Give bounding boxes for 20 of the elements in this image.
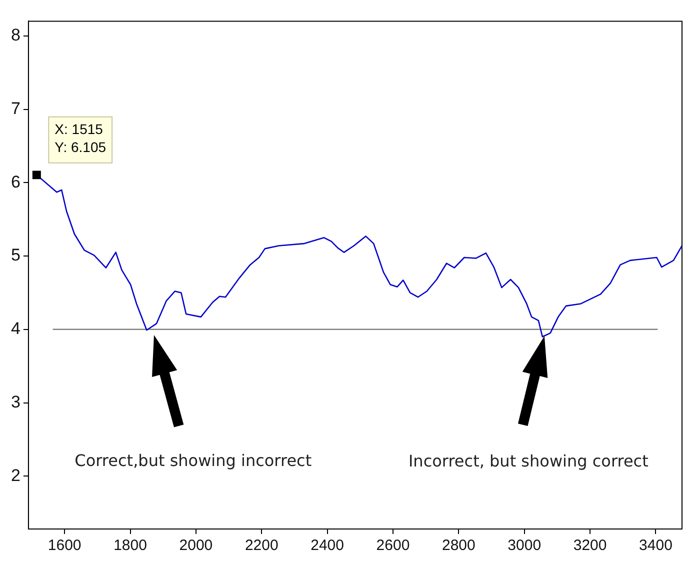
y-tick-label: 6 bbox=[10, 172, 20, 192]
annotation: X: 1515 Y: 6.105 bbox=[54, 120, 106, 155]
x-tick-label: 3400 bbox=[639, 537, 672, 554]
x-tick-label: 2200 bbox=[244, 537, 278, 554]
x-tick-label: 1800 bbox=[114, 537, 147, 554]
y-tick-label: 2 bbox=[10, 466, 20, 485]
annotation: Incorrect, but showing correct bbox=[408, 452, 648, 471]
annotation: Correct,but showing incorrect bbox=[74, 451, 312, 470]
y-tick-label: 5 bbox=[10, 246, 20, 265]
x-tick-label: 2400 bbox=[310, 537, 344, 554]
x-tick-label: 1600 bbox=[48, 537, 82, 554]
x-tick-label: 3000 bbox=[508, 537, 542, 554]
x-tick-label: 2600 bbox=[376, 537, 410, 554]
x-tick-label: 2000 bbox=[179, 537, 213, 554]
y-tick-label: 8 bbox=[10, 26, 20, 45]
x-tick-label: 2800 bbox=[442, 537, 476, 554]
y-tick-label: 3 bbox=[10, 392, 20, 412]
y-tick-label: 4 bbox=[10, 319, 20, 338]
y-tick-label: 7 bbox=[10, 98, 20, 118]
x-tick-label: 3200 bbox=[573, 537, 607, 554]
